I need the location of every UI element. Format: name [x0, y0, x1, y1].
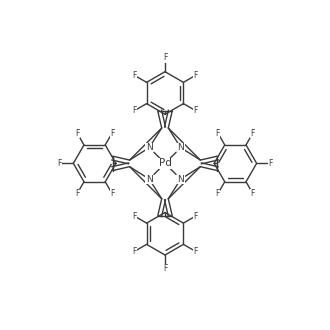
- Text: F: F: [163, 264, 167, 273]
- Text: F: F: [193, 212, 198, 221]
- Text: F: F: [132, 247, 137, 256]
- Text: F: F: [163, 53, 167, 62]
- Text: F: F: [75, 189, 79, 198]
- Text: N: N: [177, 175, 184, 183]
- Text: N: N: [177, 143, 184, 152]
- Text: F: F: [132, 212, 137, 221]
- Text: F: F: [193, 247, 198, 256]
- Text: F: F: [251, 189, 255, 198]
- Text: F: F: [57, 159, 62, 168]
- Text: N: N: [146, 143, 153, 152]
- Text: F: F: [110, 189, 114, 198]
- Text: N: N: [146, 175, 153, 183]
- Text: F: F: [75, 129, 79, 138]
- Text: F: F: [268, 159, 273, 168]
- Text: F: F: [110, 129, 114, 138]
- Text: Pd: Pd: [158, 158, 172, 168]
- Text: F: F: [216, 189, 220, 198]
- Text: F: F: [193, 71, 198, 80]
- Text: F: F: [251, 129, 255, 138]
- Text: F: F: [132, 106, 137, 115]
- Text: F: F: [132, 71, 137, 80]
- Text: F: F: [193, 106, 198, 115]
- Text: F: F: [216, 129, 220, 138]
